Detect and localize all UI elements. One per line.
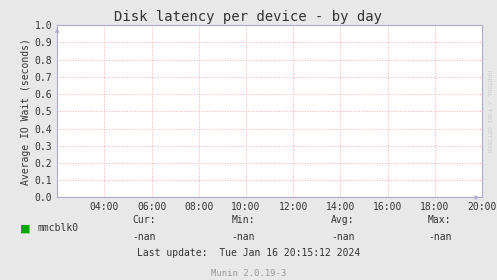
Text: -nan: -nan: [331, 232, 355, 242]
Text: Munin 2.0.19-3: Munin 2.0.19-3: [211, 269, 286, 277]
Text: Max:: Max:: [428, 215, 452, 225]
Text: -nan: -nan: [428, 232, 452, 242]
Y-axis label: Average IO Wait (seconds): Average IO Wait (seconds): [20, 38, 30, 185]
Text: Avg:: Avg:: [331, 215, 355, 225]
Text: mmcblk0: mmcblk0: [37, 223, 79, 233]
Text: RRDTOOL / TOBI OETIKER: RRDTOOL / TOBI OETIKER: [487, 70, 492, 153]
Text: Disk latency per device - by day: Disk latency per device - by day: [114, 10, 383, 24]
Text: -nan: -nan: [132, 232, 156, 242]
Text: Last update:  Tue Jan 16 20:15:12 2024: Last update: Tue Jan 16 20:15:12 2024: [137, 248, 360, 258]
Text: Cur:: Cur:: [132, 215, 156, 225]
Text: ■: ■: [20, 223, 30, 233]
Text: -nan: -nan: [232, 232, 255, 242]
Text: Min:: Min:: [232, 215, 255, 225]
